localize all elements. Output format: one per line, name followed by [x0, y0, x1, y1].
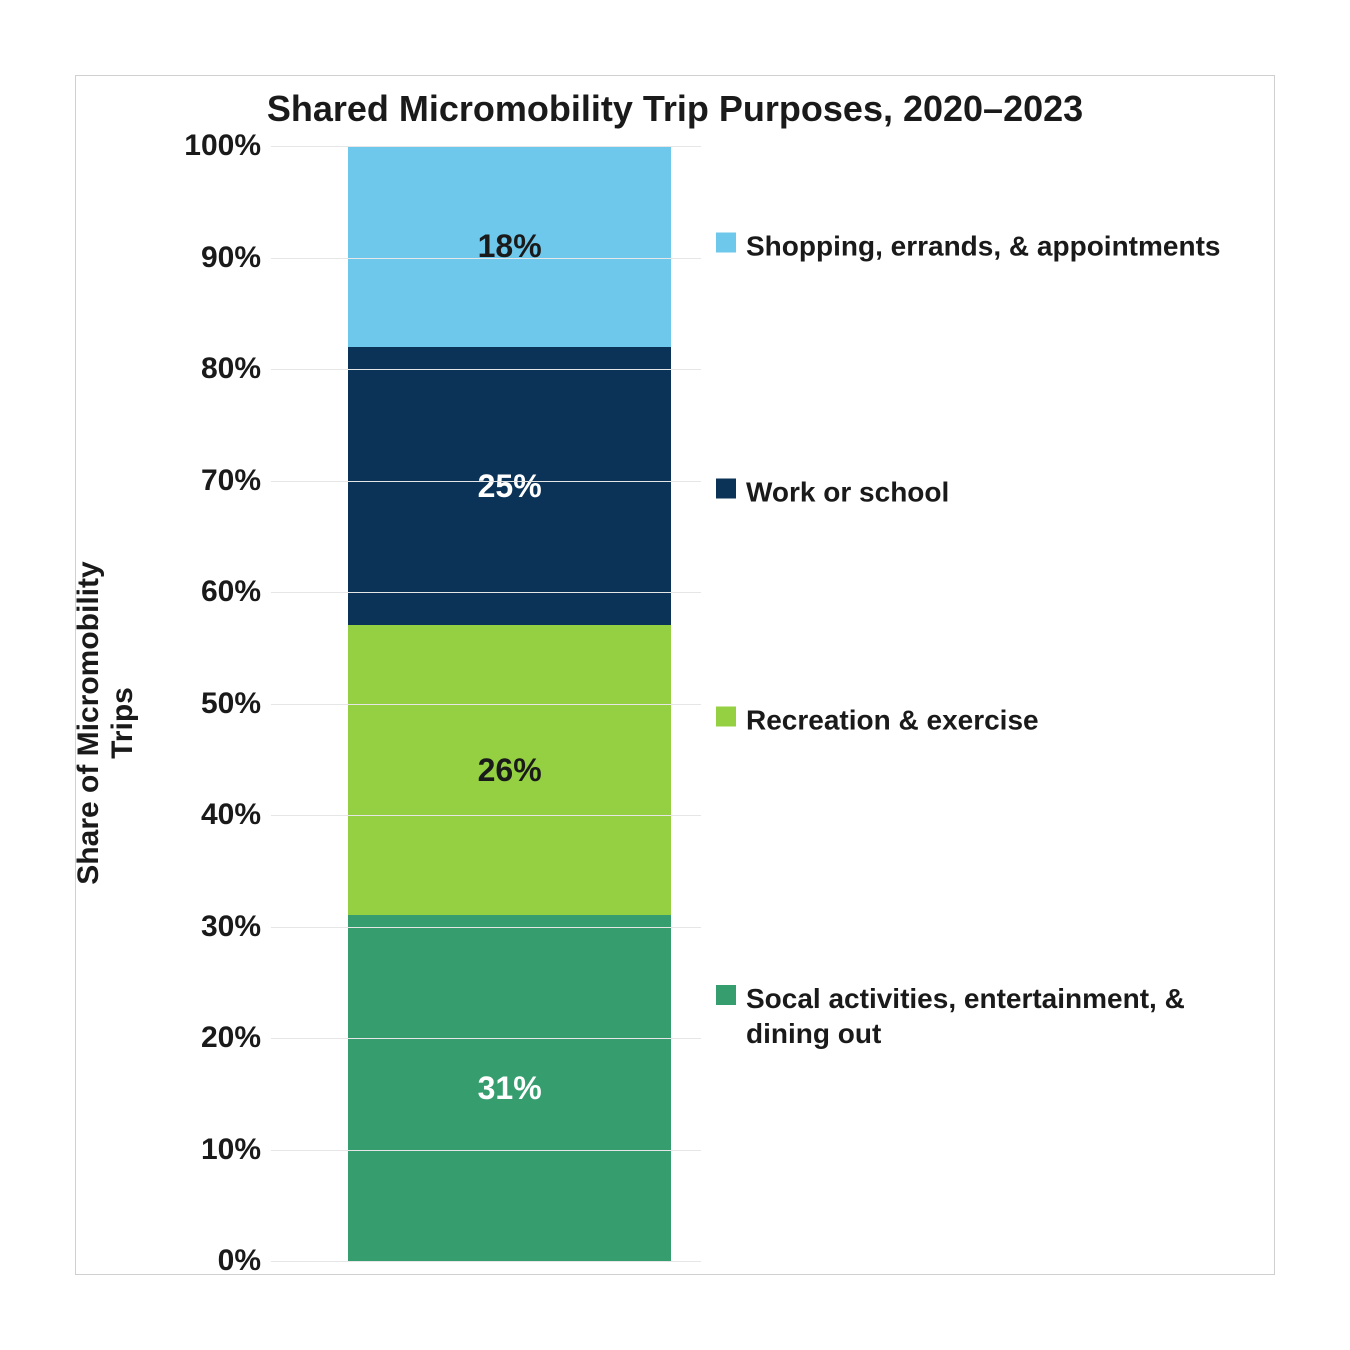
- y-tick-label: 70%: [201, 464, 271, 498]
- gridline: [271, 927, 701, 928]
- gridline: [271, 258, 701, 259]
- gridline: [271, 481, 701, 482]
- bar-segment-label: 18%: [478, 228, 542, 265]
- y-tick-label: 40%: [201, 798, 271, 832]
- y-tick-label: 0%: [218, 1244, 271, 1278]
- bar-segment-social: 31%: [348, 915, 671, 1261]
- chart-card: Shared Micromobility Trip Purposes, 2020…: [75, 75, 1275, 1275]
- y-tick-label: 30%: [201, 910, 271, 944]
- legend-swatch: [716, 707, 736, 727]
- legend-item-recreation: Recreation & exercise: [716, 703, 1236, 738]
- y-tick-label: 90%: [201, 241, 271, 275]
- bar-segment-label: 25%: [478, 468, 542, 505]
- gridline: [271, 1038, 701, 1039]
- y-tick-label: 50%: [201, 687, 271, 721]
- bar-segment-work: 25%: [348, 347, 671, 626]
- legend-item-social: Socal activities, entertainment, & dinin…: [716, 981, 1236, 1051]
- gridline: [271, 369, 701, 370]
- bar-segment-recreation: 26%: [348, 625, 671, 915]
- plot-area: 31%26%25%18% 0%10%20%30%40%50%60%70%80%9…: [271, 146, 701, 1261]
- legend-text: Socal activities, entertainment, & dinin…: [746, 981, 1236, 1051]
- chart-title: Shared Micromobility Trip Purposes, 2020…: [76, 88, 1274, 130]
- gridline: [271, 592, 701, 593]
- legend-item-shopping: Shopping, errands, & appointments: [716, 229, 1236, 264]
- y-axis-title: Share of Micromobility Trips: [72, 523, 140, 923]
- y-tick-label: 20%: [201, 1021, 271, 1055]
- gridline: [271, 1150, 701, 1151]
- y-tick-label: 10%: [201, 1133, 271, 1167]
- chart-frame: Shared Micromobility Trip Purposes, 2020…: [0, 0, 1350, 1350]
- legend-swatch: [716, 478, 736, 498]
- gridline: [271, 704, 701, 705]
- bar-segment-shopping: 18%: [348, 146, 671, 347]
- legend: Shopping, errands, & appointments Work or…: [716, 146, 1256, 1261]
- legend-swatch: [716, 233, 736, 253]
- legend-text: Shopping, errands, & appointments: [746, 229, 1220, 264]
- legend-item-work: Work or school: [716, 474, 1236, 509]
- y-tick-label: 80%: [201, 352, 271, 386]
- legend-text: Recreation & exercise: [746, 703, 1039, 738]
- y-tick-label: 100%: [184, 129, 271, 163]
- legend-swatch: [716, 985, 736, 1005]
- gridline: [271, 146, 701, 147]
- gridline: [271, 1261, 701, 1262]
- legend-text: Work or school: [746, 474, 949, 509]
- bar-segment-label: 31%: [478, 1070, 542, 1107]
- bar-segment-label: 26%: [478, 752, 542, 789]
- y-tick-label: 60%: [201, 575, 271, 609]
- gridline: [271, 815, 701, 816]
